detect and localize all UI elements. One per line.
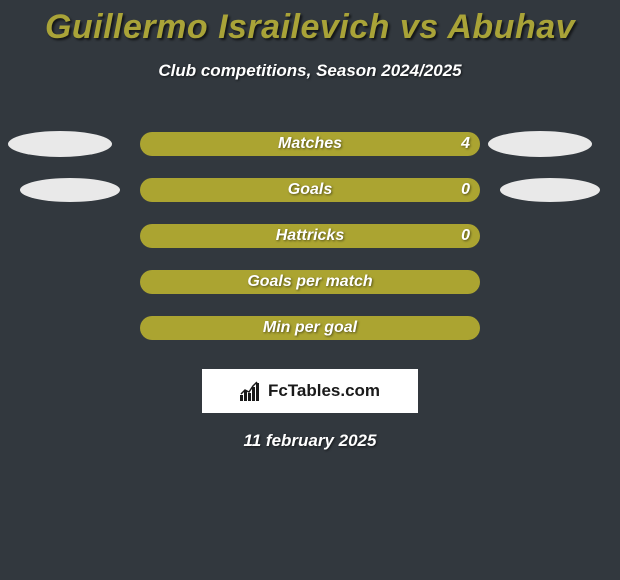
- bar-pill: Goals 0: [140, 178, 480, 202]
- bar-row: Goals per match: [0, 259, 620, 305]
- page-title: Guillermo Israilevich vs Abuhav: [0, 0, 620, 47]
- bar-value: 4: [461, 135, 470, 153]
- bar-value: 0: [461, 227, 470, 245]
- side-ellipse: [488, 131, 592, 157]
- bar-label: Min per goal: [263, 319, 357, 337]
- side-ellipse: [8, 131, 112, 157]
- bars-container: Matches 4 Goals 0 Hattricks 0 Goals per match M…: [0, 121, 620, 351]
- bar-pill: Goals per match: [140, 270, 480, 294]
- page-subtitle: Club competitions, Season 2024/2025: [0, 61, 620, 81]
- comparison-infographic: Guillermo Israilevich vs Abuhav Club com…: [0, 0, 620, 580]
- bar-label: Matches: [278, 135, 342, 153]
- bar-pill: Hattricks 0: [140, 224, 480, 248]
- bar-row: Min per goal: [0, 305, 620, 351]
- bar-label: Goals: [288, 181, 332, 199]
- date-line: 11 february 2025: [0, 431, 620, 451]
- fctables-logo-icon: [240, 381, 262, 401]
- bar-pill: Min per goal: [140, 316, 480, 340]
- side-ellipse: [20, 178, 120, 202]
- logo-box: FcTables.com: [202, 369, 418, 413]
- side-ellipse: [500, 178, 600, 202]
- logo-text: FcTables.com: [268, 381, 380, 401]
- bar-value: 0: [461, 181, 470, 199]
- bar-pill: Matches 4: [140, 132, 480, 156]
- bar-label: Hattricks: [276, 227, 344, 245]
- bar-label: Goals per match: [247, 273, 372, 291]
- bar-row: Hattricks 0: [0, 213, 620, 259]
